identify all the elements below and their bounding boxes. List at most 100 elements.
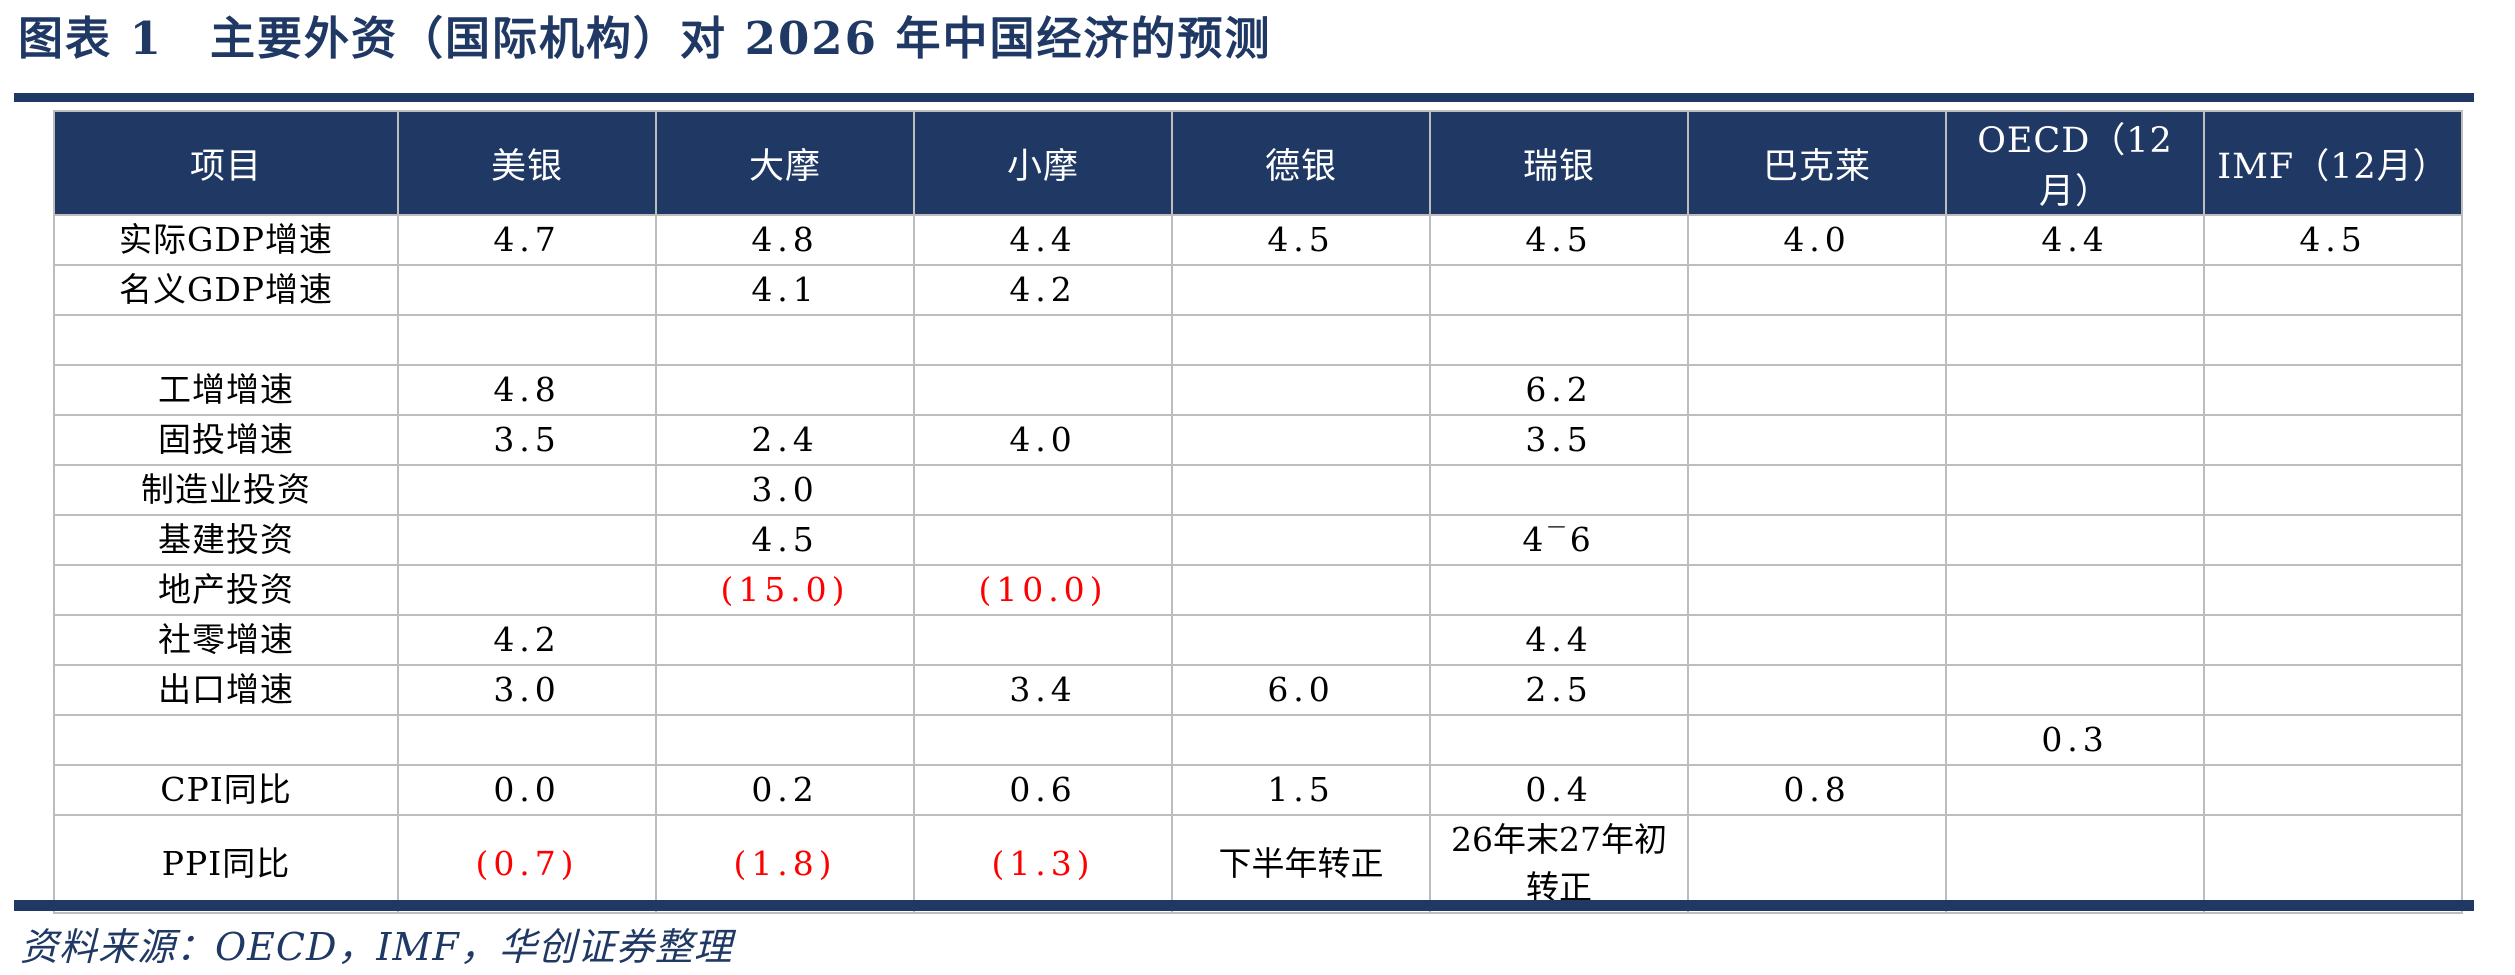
value-cell xyxy=(1429,714,1689,766)
value-cell xyxy=(397,464,657,516)
value-cell xyxy=(913,514,1173,566)
value-cell: 4.0 xyxy=(913,414,1173,466)
row-label: 社零增速 xyxy=(53,614,399,666)
value-cell xyxy=(397,564,657,616)
table-row: 0.3 xyxy=(53,714,2463,766)
value-cell xyxy=(1945,314,2205,366)
value-cell xyxy=(655,664,915,716)
table-header-row: 项目 美银 大摩 小摩 德银 瑞银 巴克莱 OECD（12月） IMF（12月） xyxy=(53,110,2463,216)
value-cell: 4‾6 xyxy=(1429,514,1689,566)
table-header: 项目 美银 大摩 小摩 德银 瑞银 巴克莱 OECD（12月） IMF（12月） xyxy=(53,110,2463,216)
value-cell xyxy=(1945,414,2205,466)
column-header: IMF（12月） xyxy=(2203,110,2463,216)
value-cell xyxy=(1687,614,1947,666)
row-label: 固投增速 xyxy=(53,414,399,466)
column-header: OECD（12月） xyxy=(1945,110,2205,216)
column-header: 瑞银 xyxy=(1429,110,1689,216)
row-label: 出口增速 xyxy=(53,664,399,716)
value-cell: 3.5 xyxy=(397,414,657,466)
value-cell: 4.4 xyxy=(1945,214,2205,266)
value-cell xyxy=(397,514,657,566)
value-cell xyxy=(1429,314,1689,366)
value-cell xyxy=(1687,314,1947,366)
value-cell: 6.0 xyxy=(1171,664,1431,716)
value-cell xyxy=(1171,264,1431,316)
forecast-table: 项目 美银 大摩 小摩 德银 瑞银 巴克莱 OECD（12月） IMF（12月） 实际GDP增速… xyxy=(53,110,2463,914)
value-cell xyxy=(913,714,1173,766)
value-cell xyxy=(1687,514,1947,566)
value-cell xyxy=(2203,464,2463,516)
table-row: 基建投资 4.5 4‾6 xyxy=(53,514,2463,566)
value-cell xyxy=(2203,264,2463,316)
value-cell xyxy=(1945,614,2205,666)
top-divider-bar xyxy=(14,93,2474,102)
value-cell: 0.6 xyxy=(913,764,1173,816)
value-cell xyxy=(1945,664,2205,716)
source-note: 资料来源：OECD，IMF，华创证券整理 xyxy=(20,925,733,969)
value-cell: 4.5 xyxy=(655,514,915,566)
row-label: 实际GDP增速 xyxy=(53,214,399,266)
value-cell: 3.4 xyxy=(913,664,1173,716)
value-cell: 1.5 xyxy=(1171,764,1431,816)
value-cell xyxy=(1687,414,1947,466)
value-cell: 4.4 xyxy=(1429,614,1689,666)
value-cell xyxy=(2203,664,2463,716)
column-header: 小摩 xyxy=(913,110,1173,216)
value-cell xyxy=(1429,264,1689,316)
value-cell xyxy=(2203,714,2463,766)
value-cell xyxy=(655,614,915,666)
value-cell xyxy=(1171,464,1431,516)
value-cell xyxy=(1687,664,1947,716)
row-label: 基建投资 xyxy=(53,514,399,566)
value-cell: 4.5 xyxy=(1429,214,1689,266)
value-cell: 6.2 xyxy=(1429,364,1689,416)
column-header: 大摩 xyxy=(655,110,915,216)
column-header: 美银 xyxy=(397,110,657,216)
value-cell: 4.8 xyxy=(397,364,657,416)
table-body: 实际GDP增速 4.7 4.8 4.4 4.5 4.5 4.0 4.4 4.5 名义GDP增速 4.… xyxy=(53,214,2463,914)
table-row: PPI同比 (0.7) (1.8) (1.3) 下半年转正 26年末27年初转正 xyxy=(53,814,2463,914)
value-cell xyxy=(2203,364,2463,416)
value-cell xyxy=(1945,764,2205,816)
column-header: 德银 xyxy=(1171,110,1431,216)
value-cell xyxy=(1171,514,1431,566)
value-cell xyxy=(1171,314,1431,366)
row-label: 制造业投资 xyxy=(53,464,399,516)
value-cell xyxy=(397,314,657,366)
value-cell xyxy=(1171,564,1431,616)
value-cell xyxy=(1687,464,1947,516)
value-cell xyxy=(1945,464,2205,516)
row-label: 名义GDP增速 xyxy=(53,264,399,316)
value-cell: 4.2 xyxy=(397,614,657,666)
table-row: 名义GDP增速 4.1 4.2 xyxy=(53,264,2463,316)
value-cell xyxy=(913,464,1173,516)
value-cell: 0.8 xyxy=(1687,764,1947,816)
value-cell xyxy=(1171,364,1431,416)
value-cell: 3.0 xyxy=(397,664,657,716)
value-cell xyxy=(397,264,657,316)
value-cell: (0.7) xyxy=(397,814,657,914)
table-row: 实际GDP增速 4.7 4.8 4.4 4.5 4.5 4.0 4.4 4.5 xyxy=(53,214,2463,266)
row-label xyxy=(53,314,399,366)
value-cell xyxy=(2203,314,2463,366)
value-cell xyxy=(655,364,915,416)
row-label: 工增增速 xyxy=(53,364,399,416)
value-cell xyxy=(913,314,1173,366)
value-cell xyxy=(2203,614,2463,666)
value-cell xyxy=(1687,714,1947,766)
value-cell: 0.0 xyxy=(397,764,657,816)
value-cell xyxy=(1945,364,2205,416)
value-cell: 0.3 xyxy=(1945,714,2205,766)
value-cell: 0.2 xyxy=(655,764,915,816)
value-cell xyxy=(1945,814,2205,914)
value-cell: 4.1 xyxy=(655,264,915,316)
value-cell xyxy=(1171,714,1431,766)
table-row xyxy=(53,314,2463,366)
value-cell: 2.5 xyxy=(1429,664,1689,716)
value-cell: 下半年转正 xyxy=(1171,814,1431,914)
value-cell: 4.5 xyxy=(1171,214,1431,266)
value-cell: 4.2 xyxy=(913,264,1173,316)
value-cell xyxy=(1429,464,1689,516)
page-title: 图表 1 主要外资（国际机构）对 2026 年中国经济的预测 xyxy=(18,12,1272,65)
value-cell: 4.0 xyxy=(1687,214,1947,266)
